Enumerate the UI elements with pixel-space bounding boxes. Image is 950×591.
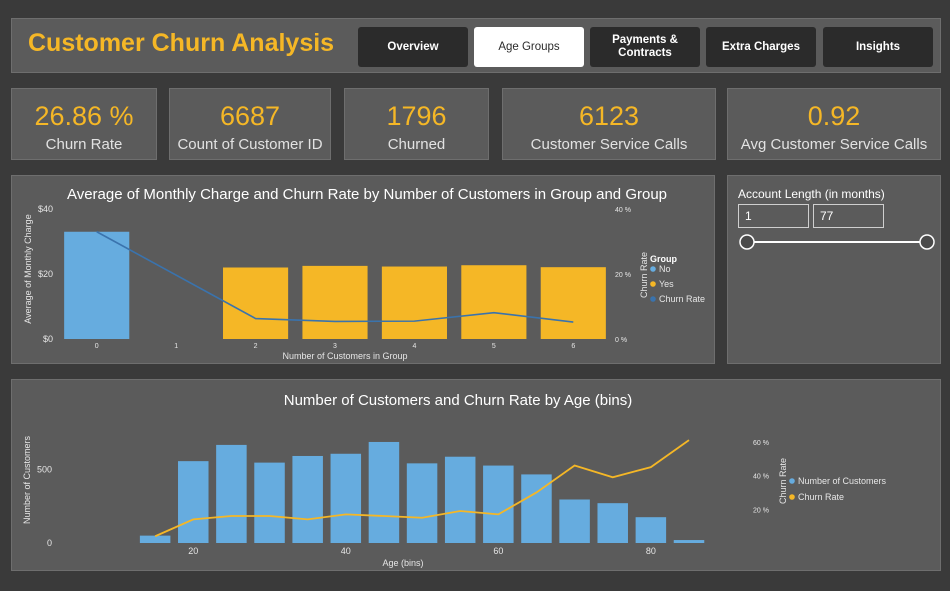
chart1-bar-yes	[381, 266, 447, 339]
nav-overview-button[interactable]: Overview	[358, 27, 468, 67]
nav-payments-contracts-button[interactable]: Payments & Contracts	[590, 27, 700, 67]
chart1-legend-label: No	[659, 264, 671, 274]
chart1-y2label: Churn Rate	[639, 252, 649, 298]
kpi-churn-rate: 26.86 % Churn Rate	[11, 88, 157, 160]
kpi-label: Churned	[387, 136, 446, 153]
chart1-xtick-label: 6	[571, 343, 575, 350]
chart2-xlabel: Age (bins)	[382, 558, 423, 568]
page-title: Customer Churn Analysis	[28, 29, 335, 57]
chart2-bar-customers	[330, 453, 362, 543]
chart2-bar-customers	[444, 456, 476, 543]
chart2-ylabel: Number of Customers	[22, 435, 32, 524]
chart2-legend-marker	[789, 494, 795, 500]
slider-max-handle[interactable]	[919, 234, 935, 250]
kpi-label: Count of Customer ID	[177, 136, 323, 153]
nav-extra-charges-button[interactable]: Extra Charges	[706, 27, 816, 67]
chart1-y2tick-label: 0 %	[615, 337, 627, 344]
chart2-ytick-label: 500	[37, 464, 52, 474]
chart2-legend: Number of Customers Churn Rate	[789, 476, 887, 502]
chart2-y2tick-label: 60 %	[753, 440, 769, 447]
chart1-xtick-label: 2	[254, 343, 258, 350]
chart2-y2label: Churn Rate	[778, 458, 788, 504]
chart2-y2tick-label: 40 %	[753, 474, 769, 481]
chart1-ytick-label: $20	[38, 269, 53, 279]
chart2-bar-customers	[635, 517, 667, 543]
chart1-bar-yes	[461, 265, 527, 339]
slider-min-handle[interactable]	[739, 234, 755, 250]
chart1-bar-yes	[223, 267, 289, 339]
chart1-panel: Average of Monthly Charge and Churn Rate…	[11, 175, 715, 364]
chart2-bar-customers	[254, 462, 285, 543]
chart1-churn-rate-line	[96, 231, 574, 323]
chart2-bar-customers	[178, 461, 209, 543]
chart2-xtick-label: 40	[341, 546, 351, 556]
chart2-y2tick-label: 20 %	[753, 507, 769, 514]
nav-insights-button[interactable]: Insights	[823, 27, 933, 67]
chart1-legend-marker	[650, 281, 656, 287]
chart2-legend-label: Number of Customers	[798, 476, 887, 486]
chart1-legend-label: Churn Rate	[659, 294, 705, 304]
chart1-legend-label: Yes	[659, 279, 674, 289]
chart1-y2tick-label: 40 %	[615, 207, 631, 214]
chart2-bar-customers	[597, 503, 628, 543]
chart2-panel: Number of Customers and Churn Rate by Ag…	[11, 379, 941, 571]
chart1-bar-yes	[302, 265, 368, 339]
chart1-legend-marker	[650, 266, 656, 272]
kpi-value: 26.86 %	[34, 101, 134, 131]
chart1-bar-yes	[540, 267, 606, 339]
chart2-ytick-label: 0	[47, 538, 52, 548]
kpi-avg-customer-service-calls: 0.92 Avg Customer Service Calls	[727, 88, 941, 160]
kpi-value: 6123	[578, 101, 640, 131]
chart2-bar-customers	[673, 540, 705, 543]
chart1-legend-marker	[650, 296, 656, 302]
chart1-ylabel: Average of Monthly Charge	[23, 214, 33, 323]
chart1-xtick-label: 5	[492, 343, 496, 350]
chart2-legend-marker	[789, 478, 795, 484]
chart1-legend-title: Group	[650, 254, 677, 264]
chart1-xlabel: Number of Customers in Group	[282, 351, 407, 361]
kpi-label: Churn Rate	[45, 136, 123, 153]
header-bar: Customer Churn Analysis Overview Age Gro…	[11, 18, 941, 73]
kpi-value: 0.92	[807, 101, 861, 131]
filter-label: Account Length (in months)	[738, 187, 885, 201]
chart2-xtick-label: 60	[493, 546, 503, 556]
chart1-xtick-label: 1	[174, 343, 178, 350]
kpi-value: 1796	[386, 101, 447, 131]
kpi-count-customer-id: 6687 Count of Customer ID	[169, 88, 331, 160]
account-length-filter: Account Length (in months) 1 77	[727, 175, 941, 364]
kpi-label: Avg Customer Service Calls	[740, 136, 928, 153]
kpi-label: Customer Service Calls	[530, 136, 688, 153]
kpi-customer-service-calls: 6123 Customer Service Calls	[502, 88, 716, 160]
chart1-y2tick-label: 20 %	[615, 272, 631, 279]
account-length-slider[interactable]	[728, 229, 942, 259]
chart2-bar-customers	[559, 499, 590, 543]
chart2-bar-customers	[406, 463, 438, 543]
chart2-xtick-label: 80	[646, 546, 656, 556]
nav-age-groups-button[interactable]: Age Groups	[474, 27, 584, 67]
account-length-max-input[interactable]: 77	[813, 204, 884, 228]
account-length-min-input[interactable]: 1	[738, 204, 809, 228]
chart1-svg: Average of Monthly Charge and Churn Rate…	[23, 186, 705, 361]
chart2-legend-label: Churn Rate	[798, 492, 844, 502]
chart2-xtick-label: 20	[188, 546, 198, 556]
chart1-xtick-label: 0	[95, 343, 99, 350]
chart1-ytick-label: $0	[43, 334, 53, 344]
chart1-ytick-label: $40	[38, 204, 53, 214]
chart2-churn-rate-line	[154, 439, 690, 538]
chart1-xtick-label: 3	[333, 343, 337, 350]
chart1-legend: No Yes Churn Rate	[650, 264, 705, 304]
chart1-xtick-label: 4	[412, 343, 416, 350]
kpi-value: 6687	[219, 101, 281, 131]
kpi-churned: 1796 Churned	[344, 88, 489, 160]
chart2-bar-customers	[483, 465, 514, 543]
chart1-bar-no	[64, 231, 130, 339]
chart1-title: Average of Monthly Charge and Churn Rate…	[67, 186, 667, 203]
chart2-bar-customers	[368, 441, 400, 543]
chart2-bar-customers	[292, 455, 323, 543]
chart2-bar-customers	[139, 535, 171, 543]
chart2-bar-customers	[216, 444, 247, 543]
chart2-svg: Number of Customers and Churn Rate by Ag…	[22, 392, 887, 568]
chart2-title: Number of Customers and Churn Rate by Ag…	[284, 392, 633, 409]
